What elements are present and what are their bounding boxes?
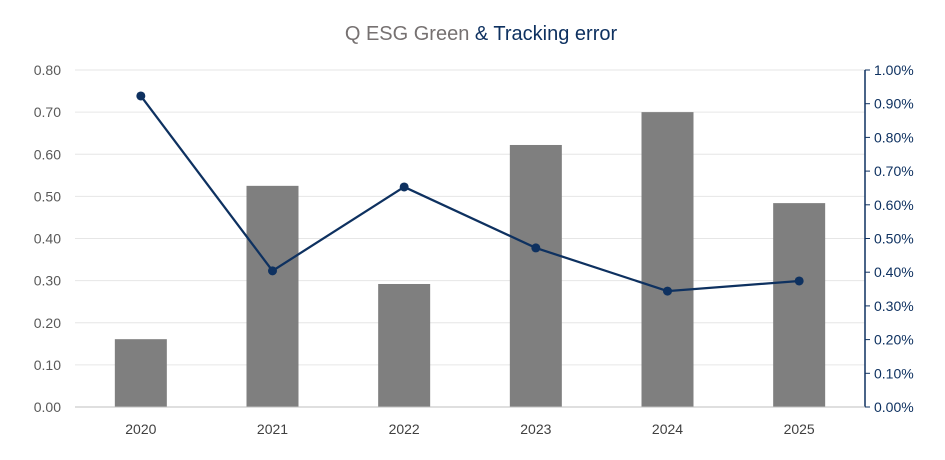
x-tick-label: 2020 bbox=[125, 421, 156, 437]
x-tick-label: 2023 bbox=[520, 421, 551, 437]
line-point bbox=[268, 266, 277, 276]
x-tick-label: 2022 bbox=[389, 421, 420, 437]
y-right-tick-label: 0.20% bbox=[874, 332, 914, 348]
y-left-tick-label: 0.00 bbox=[34, 399, 61, 415]
tracking-error-line bbox=[139, 95, 800, 293]
x-tick-label: 2024 bbox=[652, 421, 683, 437]
y-right-tick-label: 0.40% bbox=[874, 264, 914, 280]
y-right-tick-label: 0.50% bbox=[874, 231, 914, 247]
bar bbox=[641, 112, 694, 407]
line-point bbox=[136, 91, 146, 101]
y-right-tick-label: 0.00% bbox=[874, 399, 914, 415]
y-left-tick-label: 0.80 bbox=[34, 62, 61, 78]
y-left-tick-label: 0.20 bbox=[34, 315, 61, 331]
line-point bbox=[663, 286, 672, 296]
title-part1: Q ESG Green bbox=[345, 23, 470, 45]
y-right-tick-label: 0.80% bbox=[874, 129, 914, 145]
x-tick-label: 2025 bbox=[784, 421, 815, 437]
y-right-tick-label: 0.10% bbox=[874, 365, 914, 381]
line-point bbox=[399, 182, 409, 192]
x-tick-label: 2021 bbox=[257, 421, 288, 437]
y-left-tick-label: 0.60 bbox=[34, 146, 61, 162]
bar bbox=[509, 144, 562, 408]
y-left-tick-label: 0.50 bbox=[34, 188, 61, 204]
y-right-tick-label: 0.90% bbox=[874, 96, 914, 112]
y-right-tick-label: 0.70% bbox=[874, 163, 914, 179]
bar bbox=[246, 185, 299, 407]
y-right-tick-label: 0.60% bbox=[874, 197, 914, 213]
chart-title: Q ESG Green & Tracking error bbox=[345, 23, 618, 45]
y-left-tick-label: 0.30 bbox=[34, 273, 61, 289]
y-left-tick-label: 0.10 bbox=[34, 357, 61, 373]
y-right-tick-label: 0.30% bbox=[874, 298, 914, 314]
y-right-tick-label: 1.00% bbox=[874, 62, 914, 78]
title-part2: & Tracking error bbox=[475, 23, 618, 45]
bar bbox=[378, 283, 431, 407]
y-left-tick-label: 0.70 bbox=[34, 104, 61, 120]
bar bbox=[114, 339, 167, 407]
bar bbox=[773, 203, 826, 407]
y-left-tick-label: 0.40 bbox=[34, 231, 61, 247]
line-point bbox=[794, 276, 804, 286]
line-point bbox=[531, 243, 541, 253]
